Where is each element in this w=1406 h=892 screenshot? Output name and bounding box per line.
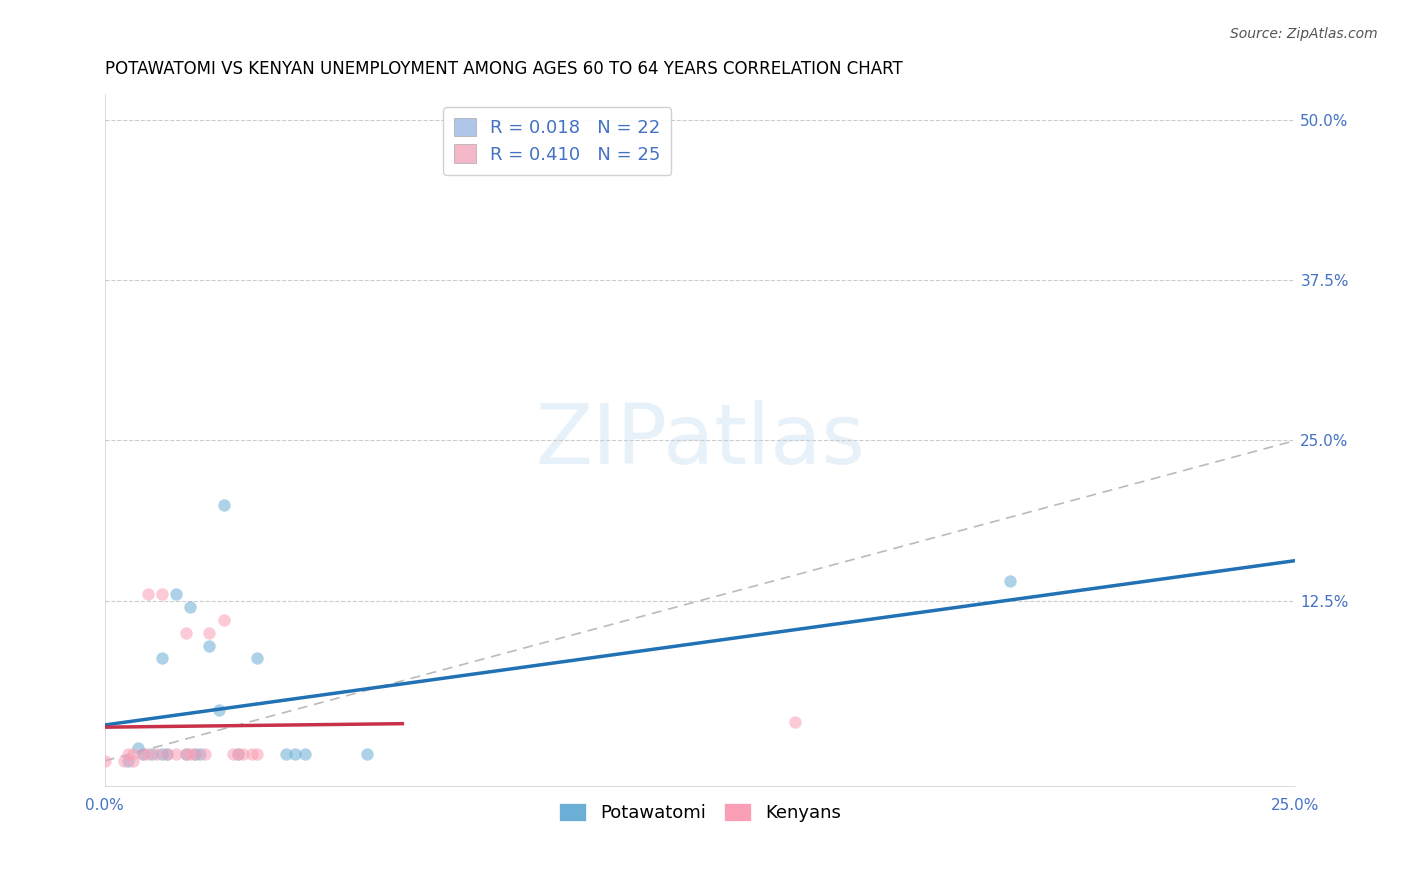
Point (136, 587, 159, 601)
Point (93, 754, 115, 768)
Point (284, 747, 307, 762)
Point (232, 747, 254, 762)
Point (174, 747, 197, 762)
Legend: Potawatomi, Kenyans: Potawatomi, Kenyans (548, 792, 852, 833)
Point (998, 574, 1021, 589)
Point (112, 754, 135, 768)
Point (222, 747, 245, 762)
Text: POTAWATOMI VS KENYAN UNEMPLOYMENT AMONG AGES 60 TO 64 YEARS CORRELATION CHART: POTAWATOMI VS KENYAN UNEMPLOYMENT AMONG … (104, 60, 903, 78)
Point (165, 587, 187, 601)
Point (117, 754, 139, 768)
Point (208, 703, 231, 717)
Text: ZIPatlas: ZIPatlas (536, 400, 865, 481)
Point (122, 747, 145, 762)
Point (179, 600, 201, 615)
Point (174, 747, 197, 762)
Point (246, 747, 269, 762)
Point (179, 747, 201, 762)
Point (226, 747, 249, 762)
Point (184, 747, 207, 762)
Point (132, 747, 155, 762)
Point (150, 747, 173, 762)
Point (785, 715, 807, 730)
Point (136, 747, 159, 762)
Point (226, 747, 249, 762)
Point (117, 747, 139, 762)
Point (184, 747, 207, 762)
Point (146, 747, 169, 762)
Point (240, 747, 263, 762)
Text: Source: ZipAtlas.com: Source: ZipAtlas.com (1230, 27, 1378, 41)
Point (212, 498, 235, 512)
Point (165, 747, 187, 762)
Point (122, 754, 145, 768)
Point (212, 613, 235, 627)
Point (356, 747, 378, 762)
Point (294, 747, 316, 762)
Point (150, 587, 173, 601)
Point (246, 651, 269, 665)
Point (198, 639, 221, 653)
Point (155, 747, 177, 762)
Point (155, 747, 177, 762)
Point (198, 625, 221, 640)
Point (174, 625, 197, 640)
Point (188, 747, 211, 762)
Point (274, 747, 297, 762)
Point (127, 741, 149, 756)
Point (194, 747, 217, 762)
Point (150, 651, 173, 665)
Point (132, 747, 155, 762)
Point (141, 747, 163, 762)
